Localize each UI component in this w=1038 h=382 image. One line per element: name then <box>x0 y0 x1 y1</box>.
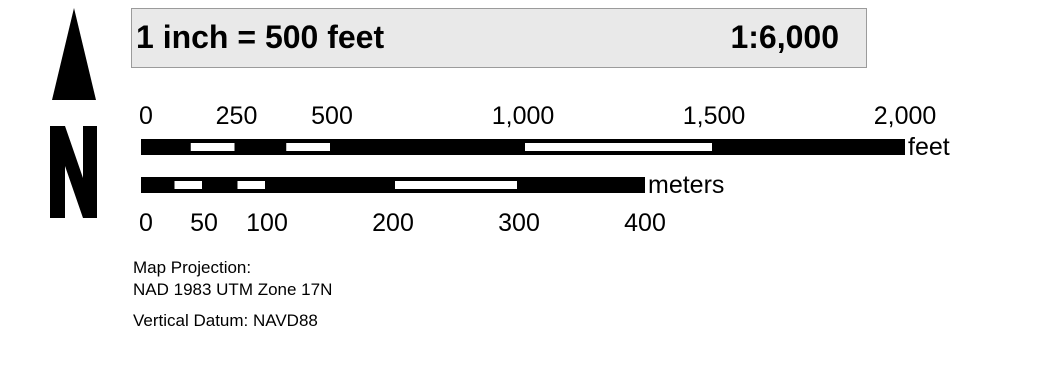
feet-tick-label: 250 <box>216 102 258 130</box>
feet-bar-segment <box>525 143 712 151</box>
feet-unit-label: feet <box>908 133 950 161</box>
scale-bars: 0 250 500 1,000 1,500 2,000 feet 0 50 100 200 300 40… <box>139 102 950 237</box>
feet-tick-label: 1,500 <box>683 102 746 130</box>
north-arrow-head-icon <box>52 8 96 100</box>
north-arrow-icon <box>50 8 97 218</box>
feet-tick-label: 1,000 <box>492 102 555 130</box>
meters-tick-label: 100 <box>246 209 288 237</box>
feet-tick-label: 500 <box>311 102 353 130</box>
scale-ratio: 1:6,000 <box>730 19 839 55</box>
meters-bar-segment <box>395 181 517 189</box>
meters-tick-label: 50 <box>190 209 218 237</box>
scale-verbal: 1 inch = 500 feet <box>136 19 385 55</box>
meters-bar-outline <box>141 177 645 193</box>
meters-bar-segment <box>237 181 265 189</box>
projection-label: Map Projection: <box>133 258 252 277</box>
meters-tick-label: 400 <box>624 209 666 237</box>
meters-tick-label: 200 <box>372 209 414 237</box>
feet-bar-outline <box>141 139 905 155</box>
feet-tick-label: 2,000 <box>874 102 937 130</box>
meters-bar-segment <box>174 181 202 189</box>
scale-box: 1 inch = 500 feet 1:6,000 <box>131 8 867 68</box>
feet-bar-segment <box>286 143 330 151</box>
north-letter-icon <box>50 126 97 218</box>
meters-unit-label: meters <box>648 171 724 199</box>
meters-tick-label: 300 <box>498 209 540 237</box>
meters-tick-label: 0 <box>139 209 153 237</box>
vertical-datum: Vertical Datum: NAVD88 <box>133 311 318 330</box>
projection-value: NAD 1983 UTM Zone 17N <box>133 280 333 299</box>
feet-bar-segment <box>190 143 235 151</box>
feet-tick-label: 0 <box>139 102 153 130</box>
